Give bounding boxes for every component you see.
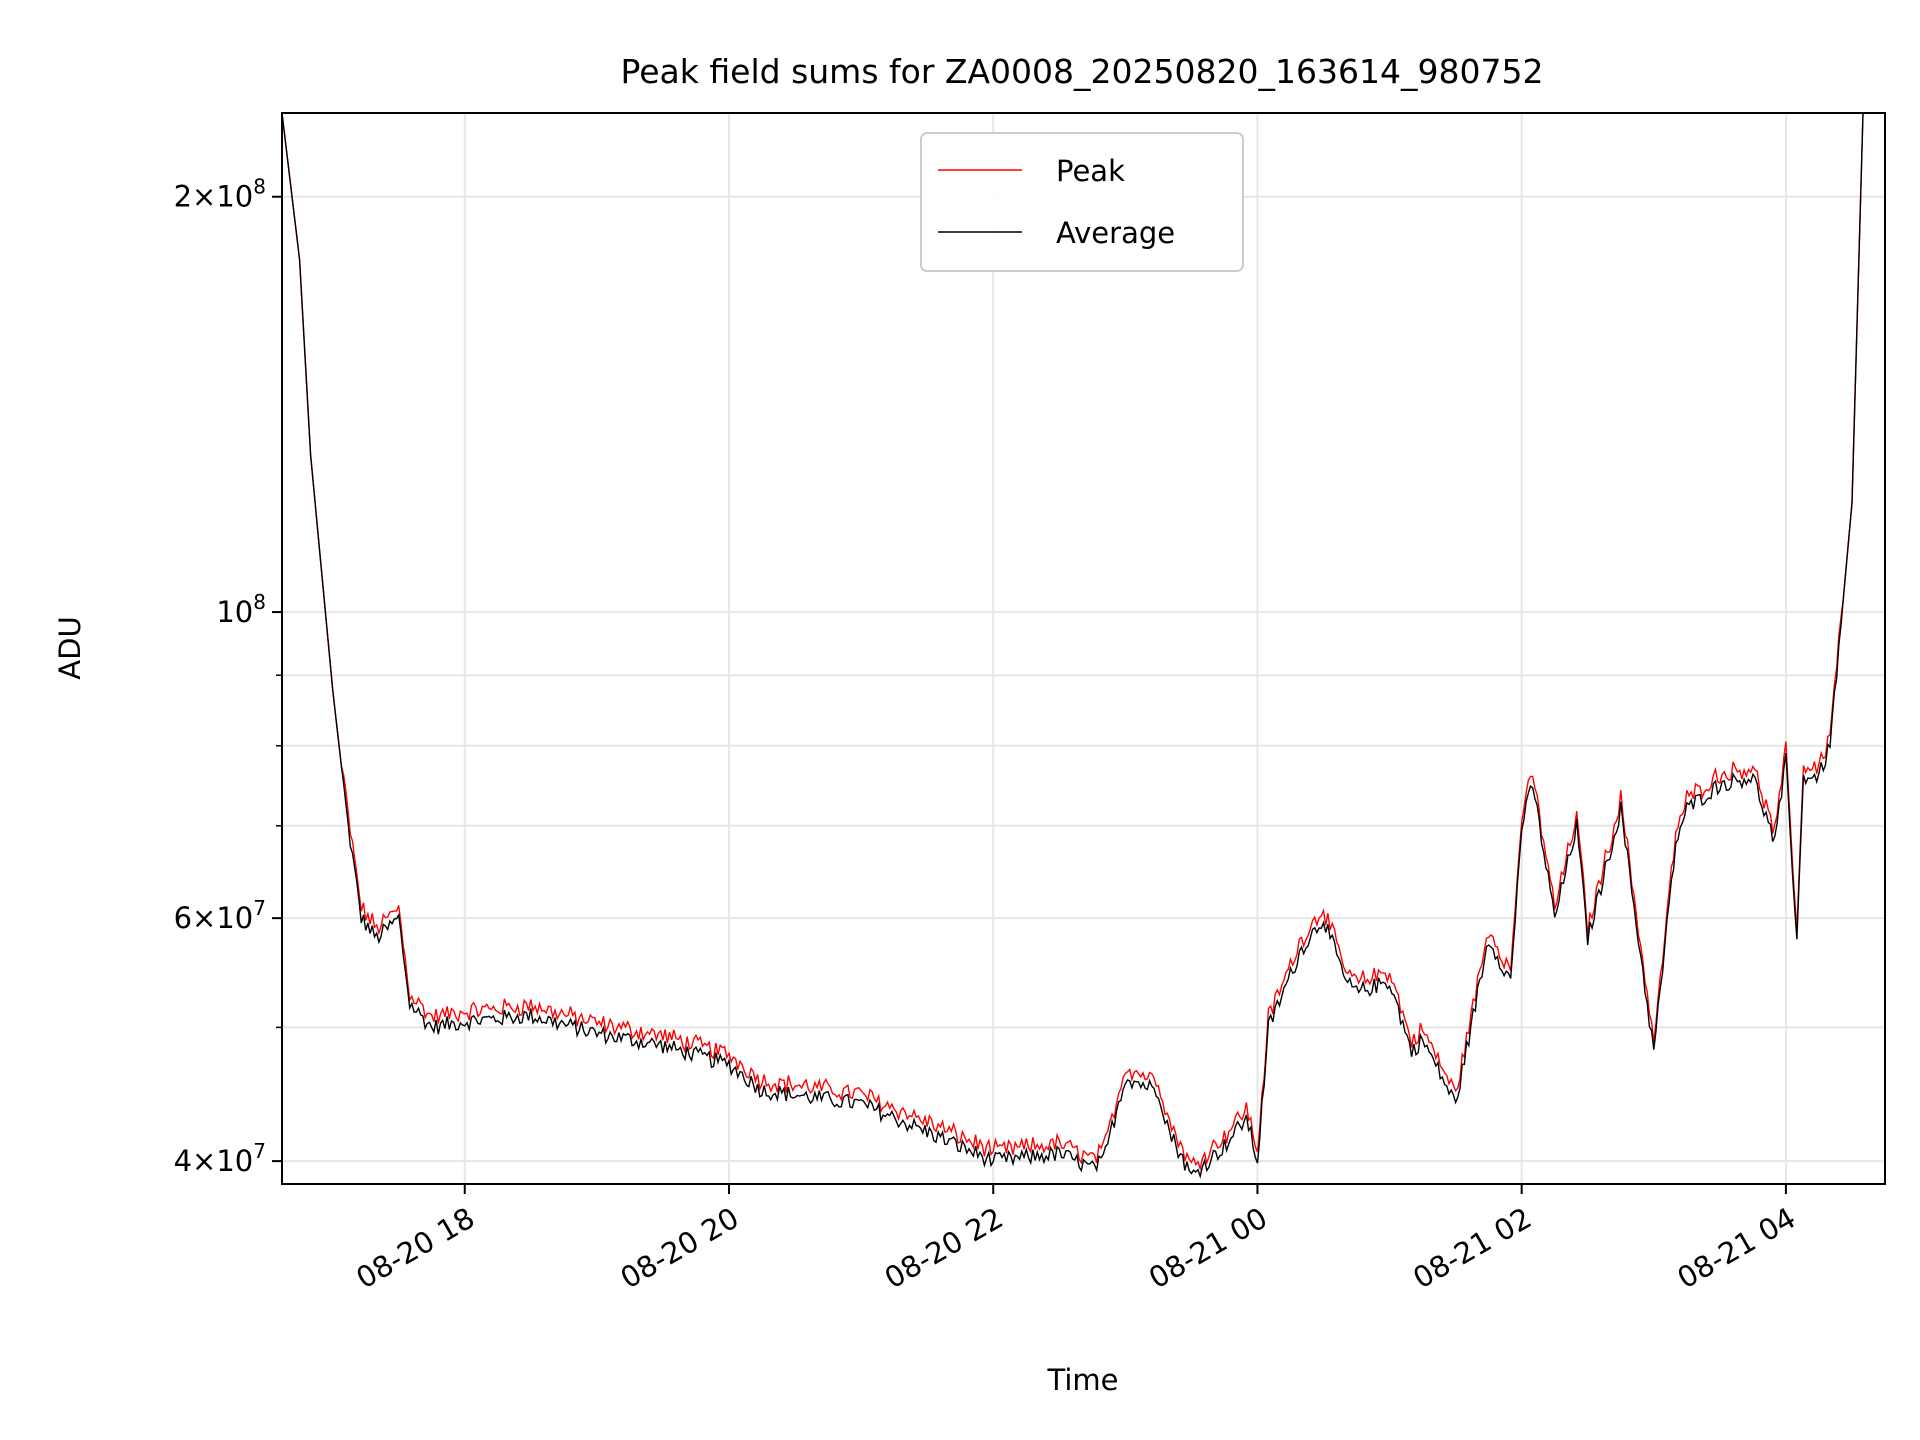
- series-average-line: [281, 112, 1864, 1179]
- x-axis-label: Time: [1047, 1363, 1119, 1397]
- legend-peak-label: Peak: [1056, 154, 1125, 188]
- legend: Peak Average: [920, 132, 1244, 272]
- plot-frame: [281, 112, 1886, 1185]
- series-layer: [281, 112, 1864, 1179]
- y-tick-label: 4×107: [174, 1139, 266, 1178]
- y-tick-label: 108: [216, 590, 266, 629]
- y-tick-label: 6×107: [174, 896, 266, 935]
- chart-title: Peak field sums for ZA0008_20250820_1636…: [621, 52, 1544, 91]
- legend-average-label: Average: [1056, 216, 1175, 250]
- y-tick-label: 2×108: [174, 175, 266, 214]
- y-axis-label: ADU: [53, 616, 87, 679]
- series-peak-line: [281, 112, 1864, 1172]
- legend-box: [920, 132, 1244, 272]
- y-axis: 4×107 6×107 108 2×108: [174, 175, 282, 1178]
